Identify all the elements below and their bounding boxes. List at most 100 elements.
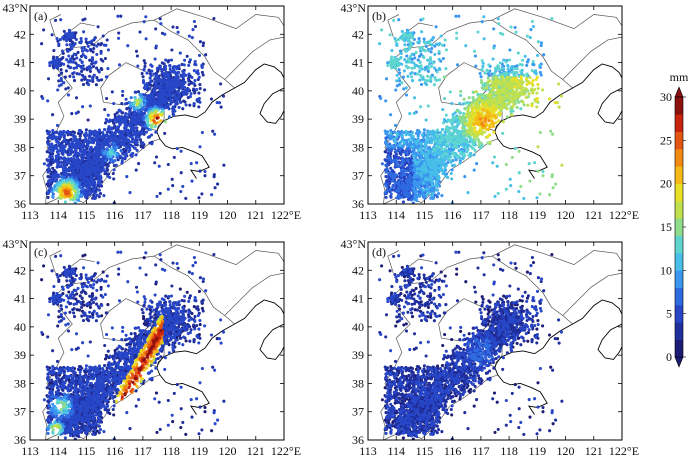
station-dot (88, 58, 92, 62)
station-dot (138, 99, 142, 103)
station-dot (125, 128, 129, 132)
station-dot (181, 90, 185, 94)
lat-top-label: 43°N (3, 1, 29, 15)
station-dot (113, 118, 117, 122)
station-dot (405, 153, 410, 157)
station-dot (101, 145, 105, 150)
station-dot (101, 59, 105, 63)
station-dot (74, 61, 78, 65)
station-dot (133, 132, 137, 136)
station-dot (419, 146, 423, 150)
station-dot (429, 79, 433, 83)
station-dot (184, 196, 188, 200)
station-dot (103, 139, 107, 143)
station-dot (54, 65, 58, 69)
station-dot (400, 168, 405, 172)
station-dot (164, 67, 168, 71)
station-dot (148, 76, 152, 80)
station-dot (408, 178, 412, 182)
station-dot (85, 161, 89, 166)
station-dot (165, 99, 169, 103)
station-dot (60, 130, 64, 134)
station-dot (84, 40, 88, 44)
station-dot (172, 67, 176, 71)
station-dot (55, 140, 59, 144)
station-dot (195, 97, 200, 101)
station-dot (178, 51, 182, 55)
station-dot (141, 141, 145, 145)
station-dot (69, 157, 73, 161)
station-dot (57, 64, 61, 68)
station-dot (406, 74, 410, 78)
station-dot (69, 138, 73, 142)
station-dot (384, 159, 388, 163)
station-dot (88, 69, 92, 73)
station-dot (443, 130, 447, 134)
station-dot (64, 69, 68, 73)
station-dot (88, 132, 92, 136)
station-dot (424, 44, 428, 48)
station-dot (203, 174, 207, 178)
coastline-south (159, 138, 210, 179)
station-dot (407, 137, 411, 141)
station-dot (97, 188, 101, 192)
station-dot (57, 58, 61, 62)
station-dot (94, 195, 98, 199)
station-dot (163, 101, 167, 105)
station-dot (97, 166, 101, 170)
station-dot (403, 43, 407, 47)
station-dot (395, 84, 399, 88)
station-dot (416, 138, 420, 142)
station-dot (106, 67, 110, 71)
station-dot (203, 169, 207, 174)
station-dot (384, 163, 388, 167)
station-dot (405, 179, 409, 183)
station-dot (446, 160, 450, 165)
station-dot (111, 171, 115, 176)
station-dot (409, 198, 413, 202)
station-dot (152, 72, 156, 76)
station-dot (430, 43, 434, 47)
station-dot (72, 171, 76, 175)
station-dot (402, 69, 406, 73)
station-dot (164, 64, 168, 68)
station-dot (200, 130, 204, 135)
lat-tick-label: 36 (14, 197, 26, 211)
station-dot (190, 81, 194, 85)
province-boundary (49, 14, 62, 38)
station-dot (57, 196, 61, 200)
station-dot (79, 39, 83, 43)
station-dot (121, 119, 125, 123)
station-dot (72, 52, 76, 56)
station-dot (110, 131, 114, 135)
station-dot (117, 31, 121, 35)
station-dot (192, 102, 196, 106)
station-dot (143, 87, 148, 91)
station-dot (84, 37, 88, 41)
station-dot (154, 27, 158, 31)
station-dot (136, 101, 140, 105)
station-dot (48, 63, 52, 68)
station-dot (409, 150, 413, 154)
station-dot (386, 133, 390, 137)
station-dot (95, 76, 99, 80)
station-dot (97, 173, 101, 177)
station-dot (203, 88, 207, 92)
station-dot (80, 158, 84, 162)
station-dot (83, 133, 87, 137)
station-dot (88, 173, 92, 177)
station-dot (172, 113, 176, 117)
station-dot (390, 48, 394, 53)
station-dot (85, 176, 89, 181)
station-dot (65, 58, 69, 62)
station-dot (62, 81, 66, 85)
station-dot (395, 135, 399, 139)
station-dot (159, 80, 163, 84)
station-dot (190, 75, 194, 80)
station-dot (92, 73, 96, 77)
station-dot (76, 157, 80, 162)
station-dot (198, 100, 202, 104)
station-dot (433, 52, 437, 56)
station-dot (122, 149, 126, 153)
station-dot (112, 177, 116, 181)
